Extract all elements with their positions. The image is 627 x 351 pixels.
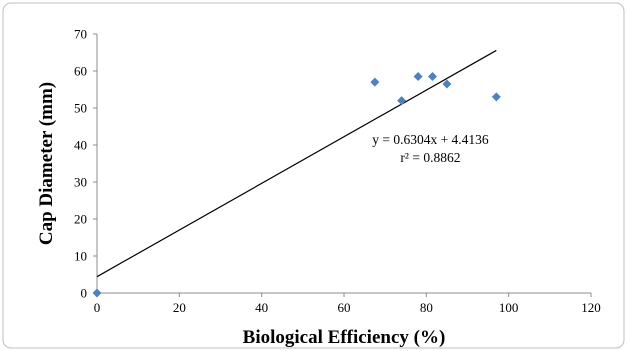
data-point: [413, 72, 423, 82]
y-axis-title: Cap Diameter (mm): [36, 82, 57, 245]
x-tick-label: 40: [255, 300, 268, 315]
y-axis-ticks: 0 10 20 30 40 50 60 70: [74, 27, 97, 301]
data-point: [491, 92, 501, 102]
x-tick-label: 100: [499, 300, 519, 315]
y-tick-label: 10: [74, 249, 87, 264]
trendline-r2-label: r² = 0.8862: [400, 150, 460, 165]
x-tick-label: 60: [338, 300, 351, 315]
data-point: [92, 288, 102, 298]
y-tick-label: 40: [74, 138, 87, 153]
data-point: [370, 77, 380, 87]
x-tick-label: 80: [420, 300, 433, 315]
data-point: [428, 72, 438, 82]
data-point: [397, 96, 407, 106]
y-tick-label: 30: [74, 175, 87, 190]
x-tick-label: 0: [94, 300, 101, 315]
y-tick-label: 20: [74, 212, 87, 227]
x-tick-label: 120: [581, 300, 601, 315]
y-tick-label: 50: [74, 101, 87, 116]
x-axis-title: Biological Efficiency (%): [243, 327, 446, 348]
y-tick-label: 60: [74, 64, 87, 79]
y-tick-label: 70: [74, 27, 87, 42]
data-point: [442, 79, 452, 89]
trendline-equation-label: y = 0.6304x + 4.4136: [372, 132, 489, 147]
y-tick-label: 0: [81, 286, 88, 301]
trendline: [96, 49, 497, 278]
data-points: [92, 72, 501, 298]
x-axis-ticks: 0 20 40 60 80 100 120: [94, 293, 601, 315]
x-tick-label: 20: [173, 300, 186, 315]
